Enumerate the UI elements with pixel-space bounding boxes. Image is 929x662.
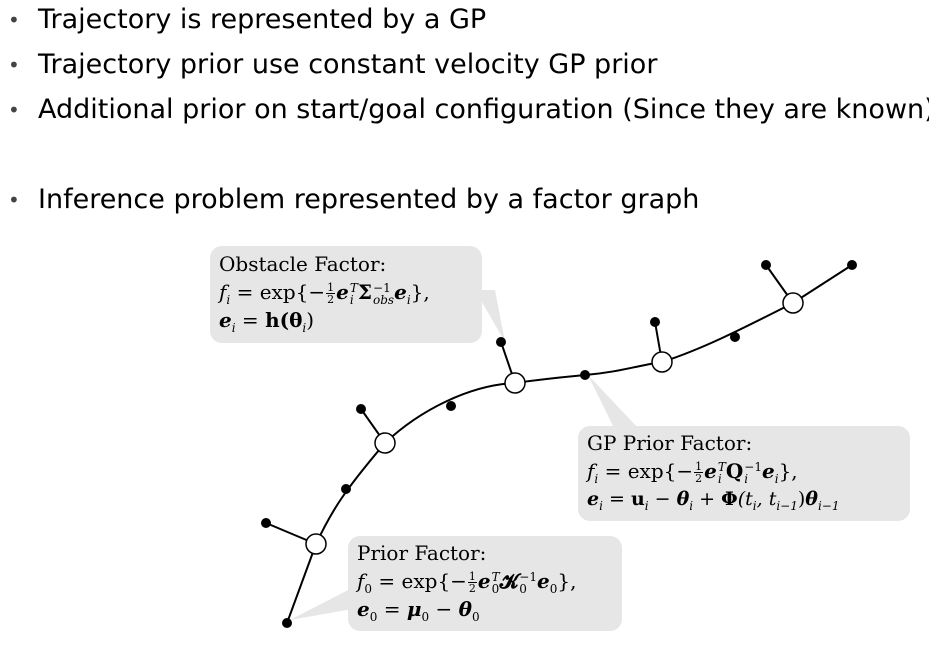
callout-title: GP Prior Factor: [587,431,753,455]
prior-factor-dot [282,618,292,628]
bullet-item: • Additional prior on start/goal configur… [8,92,929,128]
state-node [504,372,526,394]
gp-factor-dot [446,401,456,411]
bullet-item: • Trajectory is represented by a GP [8,2,486,38]
bullet-glyph: • [8,53,20,77]
bullet-text: Inference problem represented by a facto… [38,184,700,215]
bullet-item: • Inference problem represented by a fact… [8,182,699,218]
obstacle-factor-dot [496,337,506,347]
prior-factor-callout: Prior Factor: f0 = exp{− 1 2 e T 0 𝓚 −1 0 e0}, e0… [348,536,622,631]
callout-title: Prior Factor: [357,541,487,565]
obstacle-factor-dot [356,404,366,414]
obstacle-factor-dot [650,317,660,327]
bullet-glyph: • [8,98,20,122]
gp-factor-dot [341,484,351,494]
bullet-item: • Trajectory prior use constant velocity … [8,47,657,83]
bullet-text: Trajectory is represented by a GP [38,4,487,35]
bullet-text: Trajectory prior use constant velocity G… [38,49,658,80]
state-node [305,533,327,555]
bullet-glyph: • [8,188,20,212]
callout-title: Obstacle Factor: [219,252,387,276]
trajectory-curve [286,264,853,624]
prior-callout-pointer [290,585,358,620]
obstacle-factor-dot [261,518,271,528]
gp-callout-pointer [588,375,640,430]
obstacle-factor-dot [761,260,771,270]
gp-error-equation: ei = ui − θi + Φ(ti, ti−1)θi−1 [587,488,840,513]
bullet-glyph: • [8,8,20,32]
gp-factor-dot [730,332,740,342]
prior-error-equation: e0 = μ0 − θ0 [357,597,480,624]
bullet-text: Additional prior on start/goal configura… [38,94,929,125]
state-node [651,351,673,373]
obstacle-error-equation: ei = h(θi) [219,308,315,335]
goal-factor-dot [847,260,857,270]
prior-factor-equation: f0 = exp{− 1 2 e T 0 𝓚 −1 0 e0}, [357,569,577,596]
state-node [782,292,804,314]
gp-factor-dot [580,370,590,380]
obstacle-callout-pointer [475,290,505,342]
state-node [374,432,396,454]
